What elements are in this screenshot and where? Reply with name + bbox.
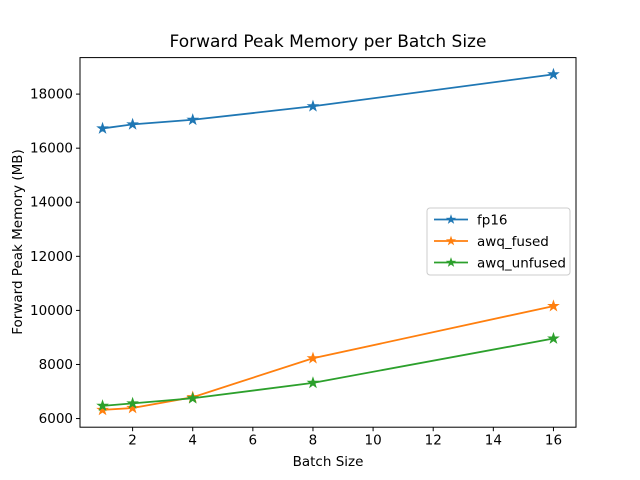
y-tick-label: 16000 — [30, 141, 73, 157]
x-tick-label: 4 — [188, 433, 197, 449]
marker-awq_unfused-x16 — [547, 331, 560, 344]
marker-fp16-x4 — [186, 113, 200, 126]
y-tick-label: 10000 — [30, 303, 73, 319]
x-tick-label: 14 — [485, 433, 502, 449]
series-line-awq_unfused — [102, 337, 554, 407]
y-tick-label: 8000 — [39, 357, 73, 373]
marker-fp16-x1 — [96, 121, 109, 134]
marker-awq_unfused-x1 — [96, 399, 109, 412]
legend-item-awq_unfused: awq_unfused — [434, 255, 566, 271]
plot-layer: 2 4 6 8 10 12 14 16 6000 8000 10000 12000 14000 16000… — [30, 57, 577, 449]
x-tick-label: 8 — [309, 433, 318, 449]
y-tick-label: 6000 — [39, 411, 73, 427]
legend-marker-awq_unfused — [445, 257, 457, 267]
marker-awq_fused-x8 — [306, 351, 320, 364]
x-tick-label: 12 — [425, 433, 442, 449]
marker-awq_fused-x1 — [96, 403, 109, 416]
y-axis-label: Forward Peak Memory (MB) — [10, 149, 26, 335]
legend: fp16 awq_fused awq_unfused — [426, 207, 571, 276]
chart-title: Forward Peak Memory per Batch Size — [170, 32, 487, 52]
marker-fp16-x16 — [547, 67, 560, 80]
legend-marker-awq_fused — [445, 235, 457, 246]
y-tick-label: 14000 — [30, 195, 73, 211]
series-line-awq_fused — [102, 305, 554, 411]
x-axis-label: Batch Size — [293, 454, 364, 470]
marker-fp16-x8 — [306, 99, 320, 112]
x-tick-label: 10 — [364, 433, 381, 449]
marker-fp16-x2 — [126, 117, 139, 130]
legend-item-fp16: fp16 — [434, 212, 508, 228]
y-tick-label: 18000 — [30, 87, 73, 103]
legend-item-awq_fused: awq_fused — [434, 234, 549, 250]
x-tick-label: 16 — [545, 433, 562, 449]
legend-label-awq_unfused: awq_unfused — [477, 255, 566, 271]
marker-awq_unfused-x4 — [186, 391, 200, 404]
series-line-fp16 — [102, 73, 554, 130]
marker-awq_fused-x2 — [126, 401, 139, 414]
marker-awq_fused-x16 — [547, 299, 560, 312]
y-tick-label: 12000 — [30, 249, 73, 265]
x-tick-label: 2 — [128, 433, 137, 449]
plot-frame — [79, 57, 577, 428]
legend-label-awq_fused: awq_fused — [477, 234, 549, 250]
legend-frame — [426, 207, 571, 276]
marker-awq_unfused-x2 — [126, 396, 139, 409]
legend-marker-fp16 — [445, 214, 457, 224]
marker-awq_unfused-x8 — [306, 376, 320, 389]
legend-label-fp16: fp16 — [477, 212, 508, 228]
x-tick-label: 6 — [249, 433, 258, 449]
